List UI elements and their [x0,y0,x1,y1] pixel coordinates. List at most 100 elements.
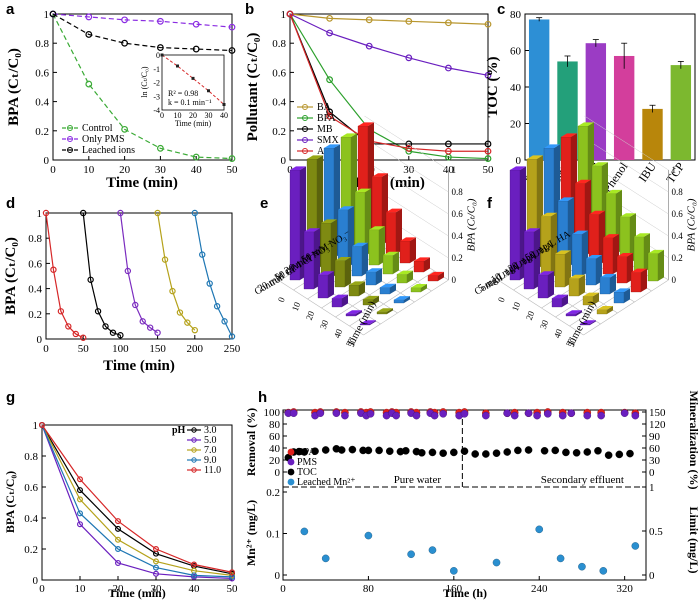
panel-b-series-aap-point [286,10,294,18]
panel-h-point-toc [615,450,624,459]
panel-a-inset-xtick-label: 40 [220,111,228,120]
panel-f-bar-top [541,212,557,217]
panel-d-series-cycle-4-point [161,256,169,263]
panel-a-series-control-line [52,13,233,160]
panel-f-z-axis-label: BPA (Cₜ/C₀) [686,198,698,251]
panel-e-bar-side [410,237,416,263]
panel-d-ytick-label: 1 [37,208,43,220]
panel-h-point-pms [460,409,469,418]
panel-d-xtick-label: 150 [149,343,166,355]
panel-h-ytick-bottom-label: 0.1 [266,529,280,541]
panel-g-legend-label: 7.0 [204,445,217,456]
panel-a-xtick-label: 0 [50,164,56,176]
panel-e-time-tick-label: 30 [318,318,331,330]
panel-a-series-control-point [156,144,164,152]
panel-h-point-toc [385,447,394,456]
panel-h-ytick-bottom-label: 0 [275,570,281,582]
panel-h-point-toc [450,448,458,457]
panel-e-bar-front [413,260,425,273]
panel-d-ylabel: BPA (Cₜ/C₀) [3,237,19,315]
panel-h-point-mn [535,525,544,534]
panel-a-xtick-label: 30 [155,164,167,176]
panel-b-series-aap-point [445,147,452,155]
panel-c-frame [524,13,696,161]
panel-g-xlabel: Time (min) [108,586,165,600]
panel-a-series-leached-ions-point [156,44,164,51]
panel-a-ytick-label: 0.6 [35,67,49,79]
panel-h-point-toc [514,446,522,455]
panel-a-ytick-label: 0 [44,155,50,167]
panel-a-legend-label: Control [82,123,113,134]
panel-h-point-toc [524,446,533,454]
panel-d-frame [45,212,233,340]
panel-a-legend-marker [67,136,73,142]
panel-e-floor-grid [363,279,449,336]
panel-a-xtick-label: 40 [191,164,203,176]
panel-h-point-pms [482,411,490,420]
panel-d-series-cycle-1-point [72,330,79,338]
panel-g-legend-marker [191,427,197,433]
panel-e-time-tick-label: 10 [290,300,303,312]
panel-h-point-toc [311,447,319,456]
panel-f-time-tick-label: 40 [552,327,565,339]
panel-d-series-cycle-2-point [102,323,109,330]
panel-e-bar-top [414,257,430,261]
panel-e-bar-side [328,271,334,298]
panel-h-point-toc [428,448,437,457]
panel-f-bar-top [620,213,636,217]
panel-e-bar-side [342,294,348,307]
panel-e-floor-grid [349,270,435,327]
panel-d-series-cycle-1-point [79,334,87,341]
panel-g-series-ph-3-0-line [41,424,233,575]
panel-a-inset-point [176,64,179,68]
panel-e-wall-grid [364,159,449,215]
panel-d-xtick-label: 200 [187,343,204,355]
panel-f-ztick-label: 0 [672,275,677,285]
panel-a-inset-xtick-label: 30 [205,111,213,120]
panel-f-bar-top [572,230,588,235]
panel-f-bar-front [599,277,611,295]
panel-g-ytick-label: 0.8 [24,451,38,463]
panel-b-legend-marker [302,115,308,121]
panel-h-point-toc [439,449,447,458]
panel-g-series-ph-9-0-point [153,564,160,571]
panel-e-bar-side [362,242,368,276]
panel-f-bar-side [641,268,647,292]
panel-b-series-aap-line [289,13,488,152]
panel-a-series-leached-ions-point [228,47,236,54]
panel-f-bar-front [596,309,608,315]
panel-d-series-cycle-2-point [79,209,87,217]
panel-b-series-mb-point [484,140,492,148]
panel-g-series-ph-7-0-point [76,496,83,503]
panel-e-bar-top [363,295,379,300]
panel-a-legend-label: Leached ions [82,145,135,156]
panel-h-point-mn [364,531,373,540]
panel-d-series-cycle-1-line [45,212,84,339]
panel-f-bar-side [562,294,568,307]
panel-d-series-cycle-5-point [191,209,198,217]
panel-b-series-smx-point [365,42,373,50]
panel-h-ytick-right-bottom-label: 1 [649,482,655,494]
panel-a-xtick-label: 20 [119,164,131,176]
panel-h-point-pms [439,409,447,418]
panel-e-bar-side [356,310,362,316]
panel-h-ytick-right-label: 30 [649,455,661,467]
panel-f-bar-side [548,271,554,298]
panel-e-bar-front [348,284,360,297]
panel-d-series-cycle-3-point [154,329,161,336]
panel-d-series-cycle-3-point [146,324,154,331]
panel-f-bar-side [565,250,571,287]
panel-d-series-cycle-1-point [57,308,65,315]
panel-e-bar-front [396,274,408,284]
panel-d-xtick-label: 250 [224,343,241,355]
panel-f-bar-front [616,256,628,284]
panel-e-bar-top [290,166,306,170]
panel-b-ylabel: Pollutant (Cₜ/C₀) [245,33,261,142]
panel-f-bar-top [634,233,650,237]
panel-h-ytick-right-label: 120 [649,419,666,431]
panel-c-bar-phenol [613,55,635,160]
panel-f-time-tick-label: 20 [524,309,537,321]
panel-d-series-cycle-4-point [184,319,191,326]
panel-g-xtick-label: 50 [227,583,239,595]
panel-b-series-aap-point [484,147,492,155]
